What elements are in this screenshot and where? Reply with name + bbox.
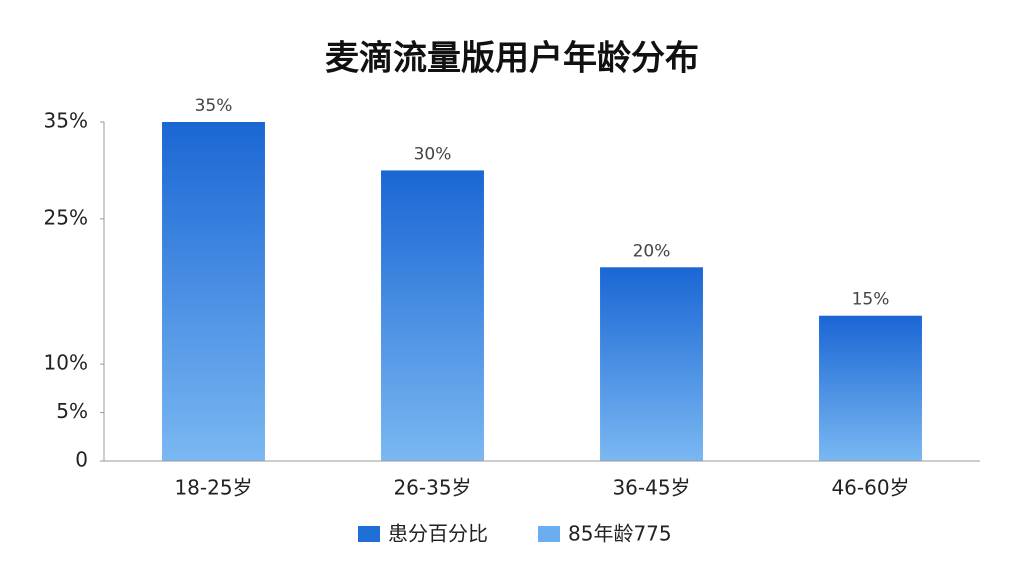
legend-label: 85年龄775 bbox=[568, 522, 672, 546]
y-tick-label: 35% bbox=[44, 109, 88, 133]
y-tick-label: 5% bbox=[56, 399, 88, 423]
x-tick-label: 46-60岁 bbox=[831, 476, 909, 500]
value-label: 35% bbox=[195, 96, 233, 116]
value-label: 30% bbox=[414, 144, 452, 164]
legend-swatch bbox=[538, 526, 560, 542]
legend-label: 患分百分比 bbox=[388, 522, 488, 546]
value-label: 20% bbox=[633, 241, 671, 261]
x-tick-label: 26-35岁 bbox=[393, 476, 471, 500]
chart-title: 麦滴流量版用户年龄分布 bbox=[325, 39, 699, 79]
legend-swatch bbox=[358, 526, 380, 542]
bar bbox=[600, 267, 703, 461]
y-tick-label: 25% bbox=[44, 205, 88, 229]
y-tick-label: 10% bbox=[44, 351, 88, 375]
bar bbox=[819, 315, 922, 461]
bar bbox=[162, 122, 265, 461]
x-tick-label: 18-25岁 bbox=[174, 476, 252, 500]
value-label: 15% bbox=[852, 290, 890, 310]
x-tick-label: 36-45岁 bbox=[612, 476, 690, 500]
y-tick-label: 0 bbox=[75, 448, 88, 472]
bar bbox=[381, 170, 484, 461]
